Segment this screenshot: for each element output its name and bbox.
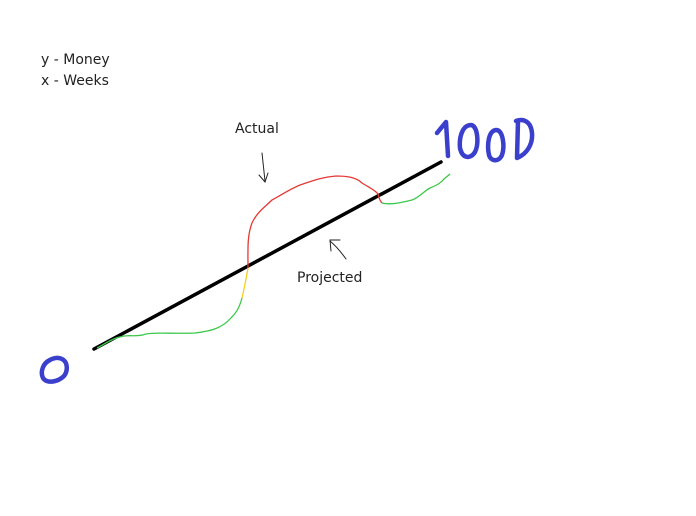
actual-arrow [258, 152, 269, 183]
axis-legend: y - Money x - Weeks [41, 50, 110, 92]
actual-curve-yellow [241, 267, 249, 299]
actual-curve-green-end [381, 173, 451, 205]
actual-curve-green-start [96, 297, 243, 349]
projected-line [92, 160, 443, 351]
start-zero-glyph [39, 355, 69, 384]
legend-y-axis: y - Money [41, 52, 110, 68]
projected-label: Projected [297, 270, 363, 286]
actual-curve-red [247, 175, 383, 269]
legend-x-axis: x - Weeks [41, 73, 109, 89]
end-thousand-glyph [434, 117, 535, 163]
actual-label: Actual [235, 121, 279, 137]
projected-arrow [329, 239, 347, 260]
